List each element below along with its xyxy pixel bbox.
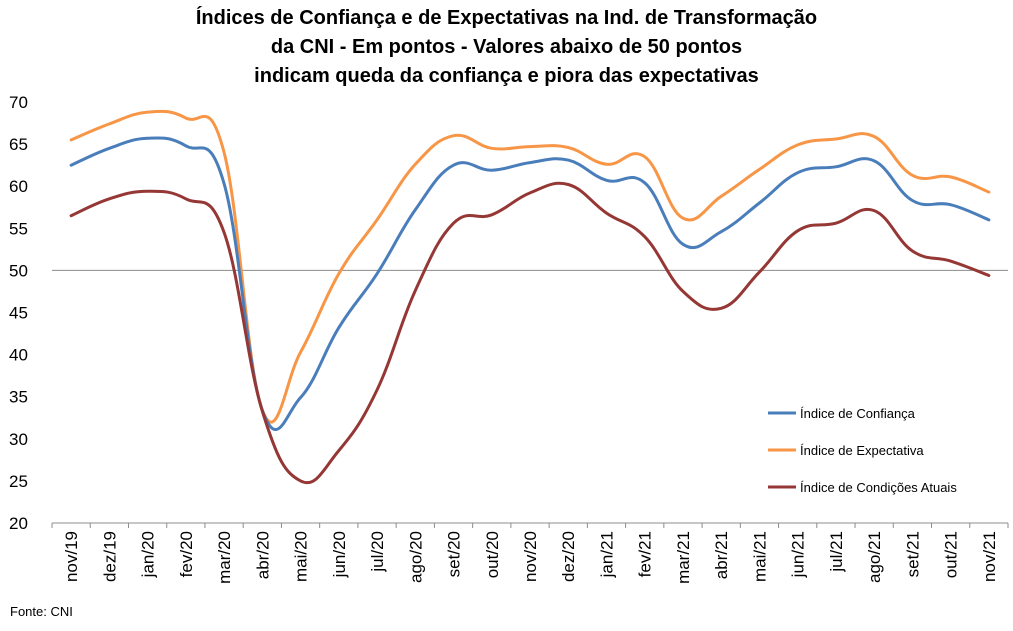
x-axis-labels: nov/19 dez/19 jan/20 fev/20 mar/20 abr/20 mai/… <box>62 531 999 584</box>
x-tick-label: jan/21 <box>597 531 616 578</box>
y-tick-label: 70 <box>9 93 28 112</box>
y-tick-label: 40 <box>9 346 28 365</box>
y-tick-label: 45 <box>9 304 28 323</box>
x-tick-label: ago/20 <box>406 531 425 583</box>
y-axis-labels: 20 25 30 35 40 45 50 55 60 65 70 <box>9 93 28 533</box>
y-tick-label: 20 <box>9 514 28 533</box>
series-line <box>69 109 991 424</box>
x-tick-label: fev/20 <box>177 531 196 577</box>
x-tick-label: abr/20 <box>253 531 272 579</box>
x-tick-label: mar/21 <box>674 531 693 584</box>
x-tick-label: out/20 <box>483 531 502 578</box>
y-tick-label: 25 <box>9 472 28 491</box>
chart-title-line-1: Índices de Confiança e de Expectativas n… <box>195 7 818 29</box>
x-tick-label: mai/20 <box>292 531 311 582</box>
legend-label: Índice de Expectativa <box>800 443 924 458</box>
x-tick-label: nov/21 <box>980 531 999 582</box>
x-tick-label: fev/21 <box>636 531 655 577</box>
x-tick-label: jun/20 <box>330 531 349 578</box>
y-tick-label: 60 <box>9 177 28 196</box>
chart-title: Índices de Confiança e de Expectativas n… <box>0 4 1013 91</box>
x-axis-ticks <box>51 523 1009 528</box>
x-tick-label: dez/20 <box>559 531 578 582</box>
source-note: Fonte: CNI <box>10 604 73 619</box>
y-tick-label: 50 <box>9 261 28 280</box>
x-tick-label: set/21 <box>903 531 922 577</box>
x-tick-label: mar/20 <box>215 531 234 584</box>
x-tick-label: jul/21 <box>827 531 846 573</box>
y-tick-label: 65 <box>9 135 28 154</box>
series-lines <box>69 109 991 485</box>
x-tick-label: nov/20 <box>521 531 540 582</box>
x-tick-label: out/21 <box>942 531 961 578</box>
legend-label: Índice de Condições Atuais <box>800 480 957 495</box>
y-tick-label: 35 <box>9 388 28 407</box>
x-tick-label: ago/21 <box>865 531 884 583</box>
x-tick-label: mai/21 <box>750 531 769 582</box>
chart-title-line-2: da CNI - Em pontos - Valores abaixo de 5… <box>270 36 743 58</box>
x-tick-label: nov/19 <box>62 531 81 582</box>
series-line <box>69 181 991 485</box>
x-tick-label: abr/21 <box>712 531 731 579</box>
x-tick-label: jun/21 <box>789 531 808 578</box>
legend-label: Índice de Confiança <box>800 406 916 421</box>
chart-title-line-3: indicam queda da confiança e piora das e… <box>254 65 759 87</box>
x-tick-label: jan/20 <box>139 531 158 578</box>
series-line <box>69 136 991 431</box>
x-tick-label: jul/20 <box>368 531 387 573</box>
x-tick-label: dez/19 <box>100 531 119 582</box>
x-tick-label: set/20 <box>445 531 464 577</box>
y-tick-label: 30 <box>9 430 28 449</box>
legend: Índice de Confiança Índice de Expectativa… <box>768 406 957 495</box>
y-tick-label: 55 <box>9 219 28 238</box>
